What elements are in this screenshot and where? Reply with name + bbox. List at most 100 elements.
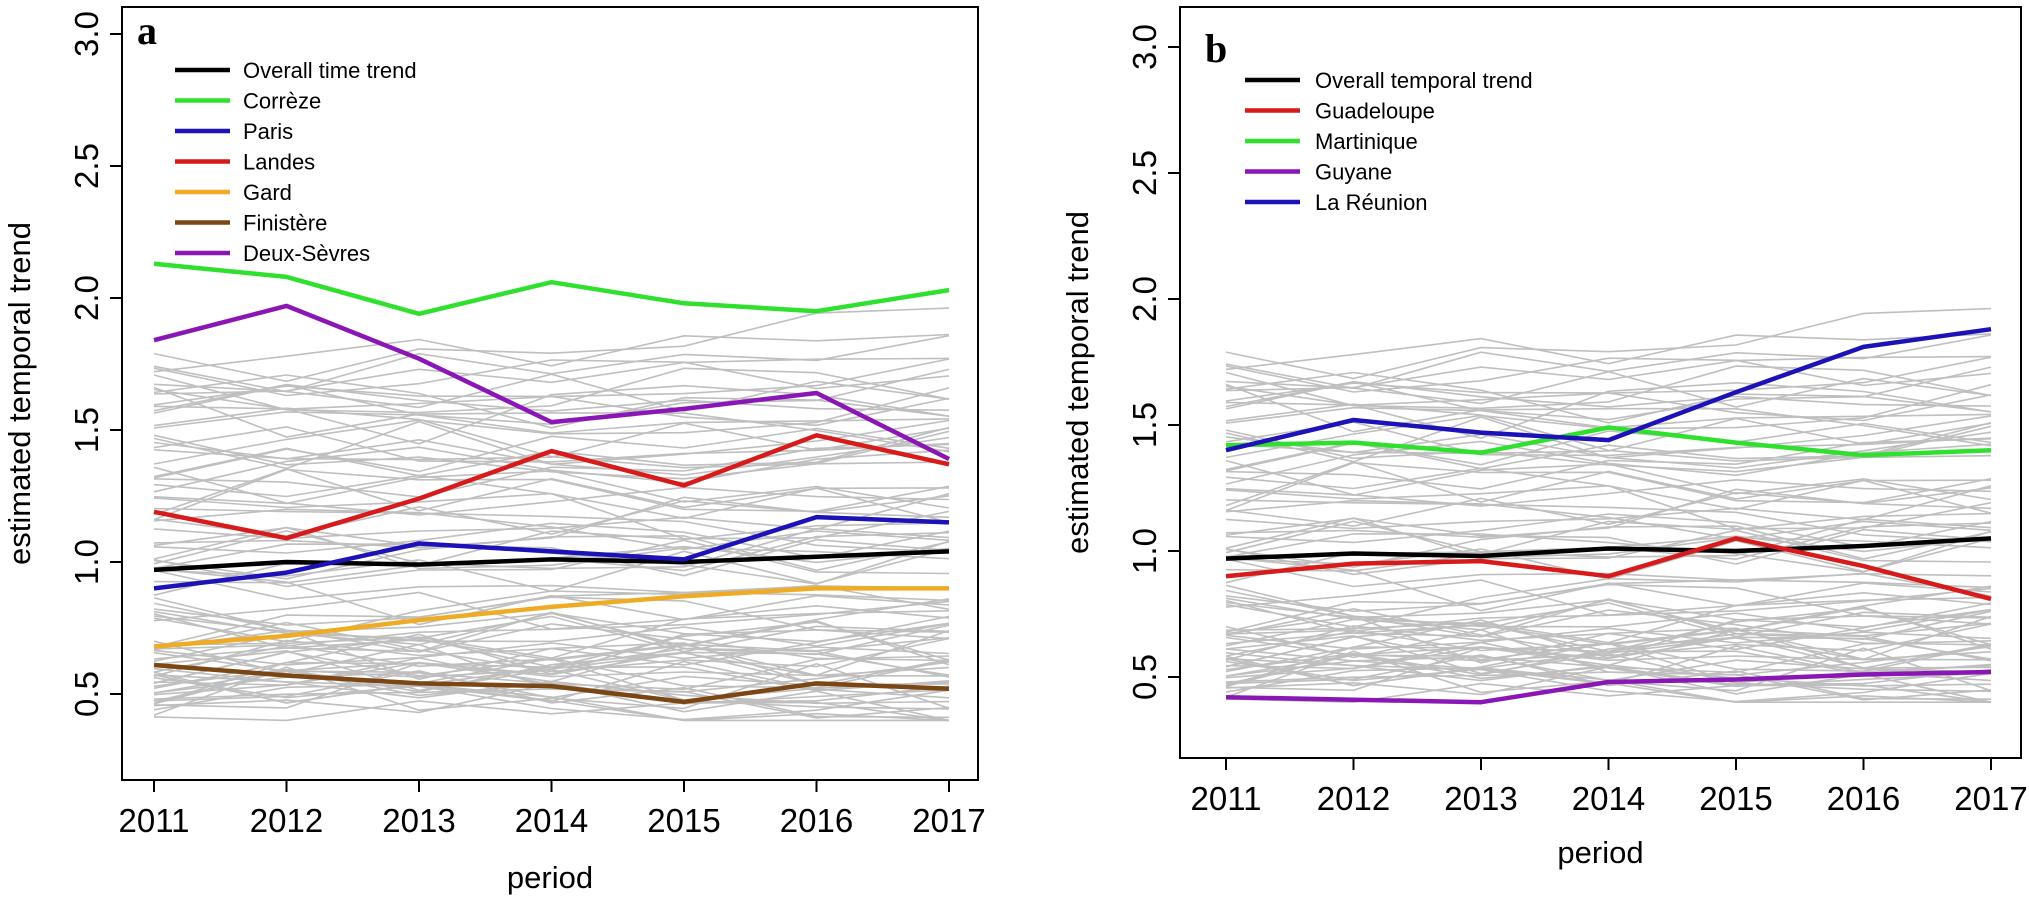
y-tick-label: 3.0 bbox=[68, 11, 105, 57]
background-trajectory-line bbox=[153, 602, 950, 647]
panel-b: 2011 2012 2013 2014 2015 2016 2017 0.5 1.0 1.5 2.0… bbox=[1060, 6, 2028, 870]
background-trajectory-line bbox=[1225, 381, 1992, 440]
x-tick-label: 2012 bbox=[1317, 780, 1390, 817]
background-trajectory-line bbox=[153, 427, 950, 479]
background-trajectory-line bbox=[1225, 417, 1992, 455]
background-trajectory-line bbox=[1225, 525, 1992, 568]
background-trajectory-line bbox=[153, 333, 950, 373]
background-trajectory-line bbox=[1225, 512, 1992, 572]
series-line-2 bbox=[1225, 425, 1992, 458]
background-trajectory-line bbox=[1225, 641, 1992, 687]
background-trajectory-line bbox=[153, 621, 950, 673]
background-trajectories bbox=[1225, 307, 1992, 704]
legend-label: Finistère bbox=[243, 211, 327, 236]
background-trajectory-line bbox=[1225, 530, 1992, 573]
background-trajectory-line bbox=[1225, 440, 1992, 485]
x-axis-title: period bbox=[507, 860, 593, 895]
background-trajectory-line bbox=[153, 386, 950, 453]
background-trajectory-line bbox=[153, 700, 950, 722]
background-trajectory-line bbox=[1225, 380, 1992, 408]
background-trajectory-line bbox=[1225, 652, 1992, 693]
legend-label: Landes bbox=[243, 150, 315, 175]
background-trajectory-line bbox=[1225, 484, 1992, 530]
legend-label: Paris bbox=[243, 119, 293, 144]
background-trajectory-line bbox=[153, 443, 950, 498]
background-trajectory-line bbox=[153, 492, 950, 540]
background-trajectory-line bbox=[153, 411, 950, 434]
background-trajectory-line bbox=[153, 526, 950, 570]
y-tick-label: 1.0 bbox=[1126, 528, 1163, 574]
background-trajectory-line bbox=[153, 668, 950, 710]
x-tick-label: 2016 bbox=[780, 802, 853, 839]
series-line-2 bbox=[153, 514, 950, 591]
background-trajectory-line bbox=[153, 642, 950, 666]
background-trajectory-line bbox=[153, 535, 950, 580]
background-trajectory-line bbox=[1225, 579, 1992, 613]
background-trajectory-line bbox=[1225, 355, 1992, 392]
plot-frame bbox=[121, 6, 979, 781]
plot-frame bbox=[1179, 6, 2022, 759]
background-trajectory-line bbox=[153, 359, 950, 397]
background-trajectory-line bbox=[153, 470, 950, 509]
x-tick-label: 2014 bbox=[515, 802, 588, 839]
background-trajectory-line bbox=[1225, 499, 1992, 543]
background-trajectory-line bbox=[1225, 627, 1992, 650]
y-tick-label: 1.0 bbox=[68, 539, 105, 585]
x-tick-label: 2011 bbox=[1191, 780, 1262, 817]
background-trajectory-line bbox=[1225, 383, 1992, 447]
y-tick-label: 0.5 bbox=[1126, 654, 1163, 700]
background-trajectory-line bbox=[1225, 589, 1992, 633]
legend-label: Martinique bbox=[1315, 129, 1418, 154]
background-trajectory-line bbox=[1225, 641, 1992, 688]
series-line-3 bbox=[153, 433, 950, 541]
background-trajectory-line bbox=[153, 591, 950, 626]
background-trajectory-line bbox=[153, 621, 950, 685]
background-trajectory-line bbox=[153, 662, 950, 716]
background-trajectory-line bbox=[1225, 682, 1992, 704]
series-line-1 bbox=[1225, 536, 1992, 602]
panel-letter: a bbox=[137, 8, 157, 53]
legend-label: Overall time trend bbox=[243, 58, 417, 83]
background-trajectory-line bbox=[1225, 607, 1992, 668]
background-trajectory-line bbox=[1225, 487, 1992, 527]
background-trajectory-line bbox=[153, 522, 950, 584]
x-tick-label: 2011 bbox=[119, 802, 190, 839]
background-trajectory-line bbox=[153, 657, 950, 704]
background-trajectory-line bbox=[153, 383, 950, 412]
background-trajectory-line bbox=[153, 384, 950, 445]
background-trajectory-line bbox=[153, 446, 950, 493]
y-tick-label: 2.5 bbox=[1126, 150, 1163, 196]
y-tick-label: 0.5 bbox=[68, 671, 105, 717]
y-tick-label: 1.5 bbox=[68, 407, 105, 453]
background-trajectory-line bbox=[153, 507, 950, 554]
x-tick-label: 2014 bbox=[1572, 780, 1645, 817]
y-axis-title: estimated temporal trend bbox=[2, 222, 37, 565]
legend-label: Corrèze bbox=[243, 89, 321, 114]
background-trajectory-line bbox=[153, 600, 950, 673]
background-trajectory-line bbox=[153, 358, 950, 411]
panel-a: 2011 2012 2013 2014 2015 2016 2017 0.5 1.0 1.5 2.0… bbox=[2, 6, 986, 895]
x-tick-label: 2013 bbox=[1444, 780, 1517, 817]
background-trajectory-line bbox=[1225, 517, 1992, 559]
series-line-0 bbox=[153, 549, 950, 573]
series-line-4 bbox=[153, 586, 949, 649]
y-tick-label: 2.5 bbox=[68, 143, 105, 189]
y-tick-label: 2.0 bbox=[1126, 276, 1163, 322]
background-trajectory-line bbox=[153, 357, 950, 395]
background-trajectory-line bbox=[1225, 356, 1992, 407]
background-trajectory-line bbox=[1225, 307, 1992, 380]
background-trajectory-line bbox=[1225, 357, 1992, 393]
y-tick-label: 1.5 bbox=[1126, 402, 1163, 448]
background-trajectory-line bbox=[1225, 499, 1992, 540]
background-trajectory-line bbox=[1225, 587, 1992, 657]
x-tick-label: 2012 bbox=[250, 802, 323, 839]
series-line-5 bbox=[153, 662, 950, 705]
y-tick-label: 2.0 bbox=[68, 275, 105, 321]
background-trajectory-line bbox=[1225, 671, 1992, 701]
background-trajectory-line bbox=[153, 610, 950, 666]
x-axis-title: period bbox=[1557, 835, 1643, 870]
background-trajectories bbox=[153, 307, 950, 722]
series-line-0 bbox=[1225, 536, 1992, 561]
x-tick-label: 2013 bbox=[382, 802, 455, 839]
